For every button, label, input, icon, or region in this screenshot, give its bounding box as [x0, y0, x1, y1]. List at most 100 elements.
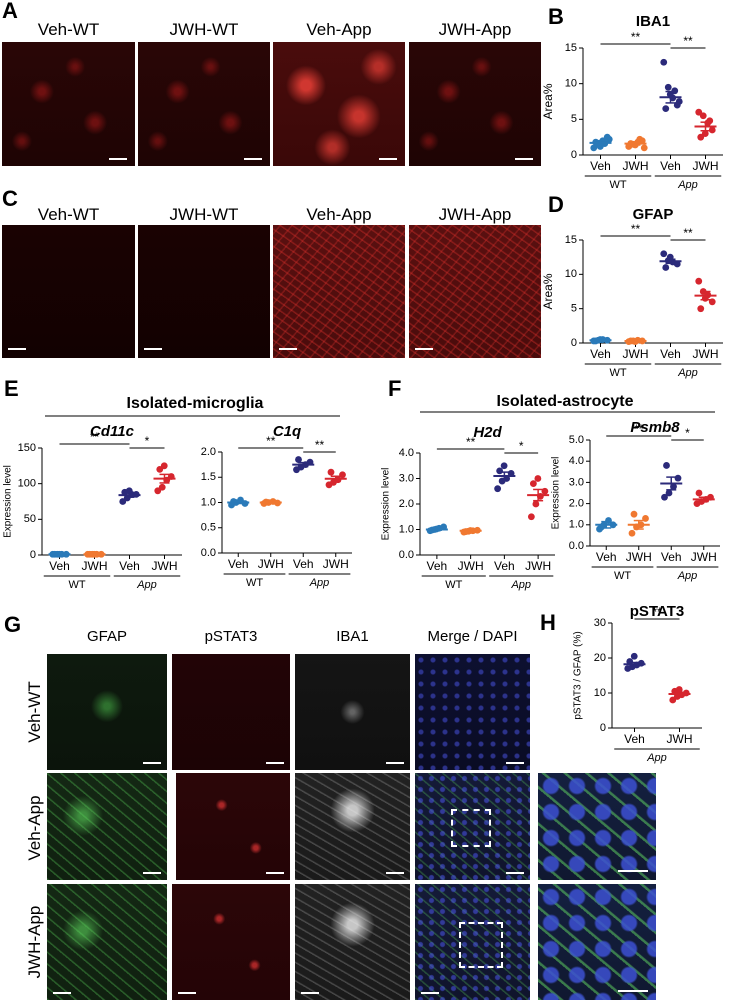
y-tick-label: 0.0 [399, 549, 414, 561]
chart-title: Cd11c [90, 423, 135, 440]
y-tick-label: 0 [571, 337, 577, 349]
y-tick-label: 5 [571, 113, 577, 125]
significance-label: ** [315, 438, 325, 452]
data-point [327, 468, 335, 476]
micrograph [47, 654, 167, 770]
y-tick-label: 3.0 [569, 476, 584, 488]
y-axis-label: Expression level [3, 465, 14, 538]
group-label: App [677, 570, 698, 582]
y-tick-label: 10 [594, 687, 606, 699]
y-axis-label: pSTAT3 / GFAP (%) [573, 631, 584, 719]
data-point [660, 250, 668, 258]
y-tick-label: 0.0 [201, 547, 216, 559]
chart-title: C1q [273, 423, 301, 440]
group-label: App [677, 367, 698, 379]
scale-bar [143, 872, 161, 874]
data-point [708, 126, 716, 134]
image-label: JWH-App [438, 20, 512, 39]
y-tick-label: 20 [594, 652, 606, 664]
data-point [661, 493, 668, 501]
data-point [605, 135, 613, 143]
micrograph [273, 225, 405, 358]
scale-bar [515, 158, 533, 160]
data-point [699, 112, 707, 120]
y-tick-label: 3.0 [399, 472, 414, 484]
chart-title: IBA1 [636, 13, 670, 30]
y-tick-label: 1.5 [201, 471, 216, 483]
scale-bar [244, 158, 262, 160]
data-point [697, 305, 705, 313]
group-label: WT [609, 367, 626, 379]
y-tick-label: 0 [30, 549, 36, 561]
scale-bar [266, 762, 284, 764]
x-tick-label: Veh [427, 559, 448, 573]
micrograph [538, 773, 656, 880]
y-tick-label: 2.0 [569, 498, 584, 510]
micrograph [2, 225, 135, 358]
x-tick-label: Veh [660, 159, 681, 173]
y-axis-label: Area% [541, 83, 555, 119]
data-point [630, 510, 638, 518]
y-tick-label: 5.0 [569, 434, 584, 446]
y-tick-label: 10 [565, 78, 577, 90]
micrograph [176, 773, 290, 880]
y-tick-label: 2.0 [399, 498, 414, 510]
micrograph [47, 884, 167, 1000]
y-tick-label: 1.0 [399, 523, 414, 535]
y-tick-label: 10 [565, 268, 577, 280]
image-label: Veh-App [306, 20, 372, 39]
y-tick-label: 2.0 [201, 446, 216, 458]
y-tick-label: 0.0 [569, 540, 584, 552]
section-title: Isolated-microglia [127, 395, 264, 412]
group-label: App [646, 752, 667, 764]
panel-letter: G [4, 612, 22, 637]
x-tick-label: JWH [691, 550, 717, 564]
zoom-box [451, 809, 491, 847]
scale-bar [301, 992, 319, 994]
data-point [500, 462, 508, 470]
scale-bar [379, 158, 397, 160]
scale-bar [266, 872, 284, 874]
significance-label: ** [90, 430, 100, 444]
group-label: WT [445, 579, 462, 591]
data-point [701, 130, 709, 138]
zoom-box [459, 922, 503, 968]
micrograph [273, 42, 405, 166]
data-point [674, 474, 682, 482]
scale-bar [386, 872, 404, 874]
data-point [636, 135, 644, 143]
x-tick-label: Veh [49, 559, 70, 573]
group-label: App [136, 579, 157, 591]
x-tick-label: Veh [590, 159, 611, 173]
x-tick-label: JWH [626, 550, 652, 564]
data-point [532, 500, 540, 508]
data-point [640, 144, 648, 152]
data-point [675, 686, 683, 693]
data-point [160, 462, 168, 470]
data-point [664, 83, 672, 91]
significance-label: ** [266, 434, 276, 448]
chart-title: Psmb8 [630, 419, 680, 436]
scale-bar [53, 992, 71, 994]
y-tick-label: 1.0 [569, 519, 584, 531]
y-tick-label: 100 [18, 478, 36, 490]
y-tick-label: 15 [565, 234, 577, 246]
data-point [527, 513, 535, 521]
significance-label: ** [634, 422, 644, 436]
x-tick-label: JWH [258, 557, 284, 571]
data-point [660, 58, 668, 66]
panel-letter: E [4, 376, 19, 401]
image-label: JWH-WT [169, 20, 239, 39]
data-point [529, 480, 537, 487]
y-tick-label: 4.0 [399, 447, 414, 459]
scale-bar [618, 990, 648, 992]
x-tick-label: Veh [590, 347, 611, 361]
x-tick-label: JWH [623, 159, 649, 173]
scale-bar [143, 762, 161, 764]
data-point [628, 529, 636, 537]
scale-bar [8, 348, 26, 350]
scale-bar [421, 992, 439, 994]
scale-bar [618, 870, 648, 872]
significance-label: ** [631, 30, 641, 44]
data-point [630, 652, 638, 660]
